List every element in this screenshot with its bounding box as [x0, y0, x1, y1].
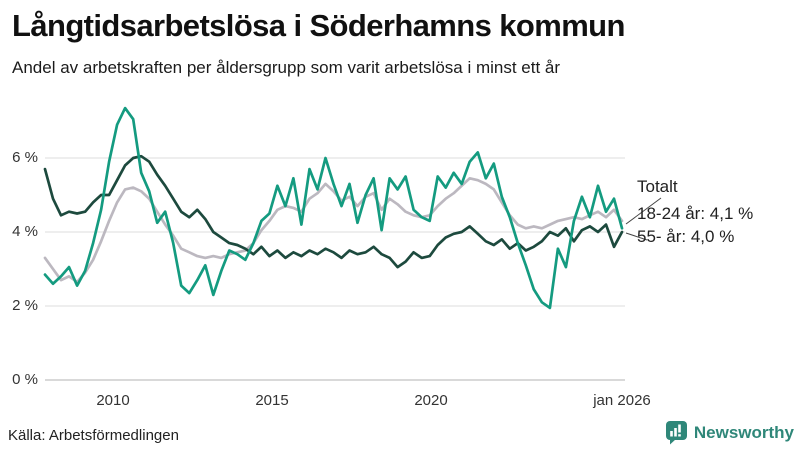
page-title: Långtidsarbetslösa i Söderhamns kommun [12, 8, 625, 43]
chart-subtitle: Andel av arbetskraften per åldersgrupp s… [12, 58, 561, 77]
y-axis-tick-4: 4 % [12, 223, 38, 240]
series-line-18-24-r [43, 106, 624, 310]
x-axis-tick-2020: 2020 [414, 392, 448, 409]
newsworthy-logo: Newsworthy [665, 420, 794, 445]
source-note: Källa: Arbetsförmedlingen [8, 427, 179, 444]
series-label-totalt: Totalt [637, 177, 678, 196]
series-line-totalt [43, 176, 624, 284]
leader-line-senior [625, 232, 648, 241]
x-axis-tick-jan-2026: jan 2026 [593, 392, 651, 409]
leader-line-totalt [625, 197, 662, 225]
newsworthy-wordmark: Newsworthy [693, 422, 794, 442]
y-axis-tick-2: 2 % [12, 297, 38, 314]
series-lines [43, 106, 624, 310]
leader-lines [625, 197, 662, 241]
series-line-55-r [43, 154, 624, 269]
y-axis-tick-0: 0 % [12, 371, 38, 388]
newsworthy-bubble-icon [665, 421, 687, 445]
series-label-18-24: 18-24 år: 4,1 % [637, 204, 754, 223]
x-axis-tick-2010: 2010 [96, 392, 130, 409]
x-axis-tick-2015: 2015 [255, 392, 289, 409]
series-label-55: 55- år: 4,0 % [637, 227, 735, 246]
y-axis-tick-6: 6 % [12, 149, 38, 166]
